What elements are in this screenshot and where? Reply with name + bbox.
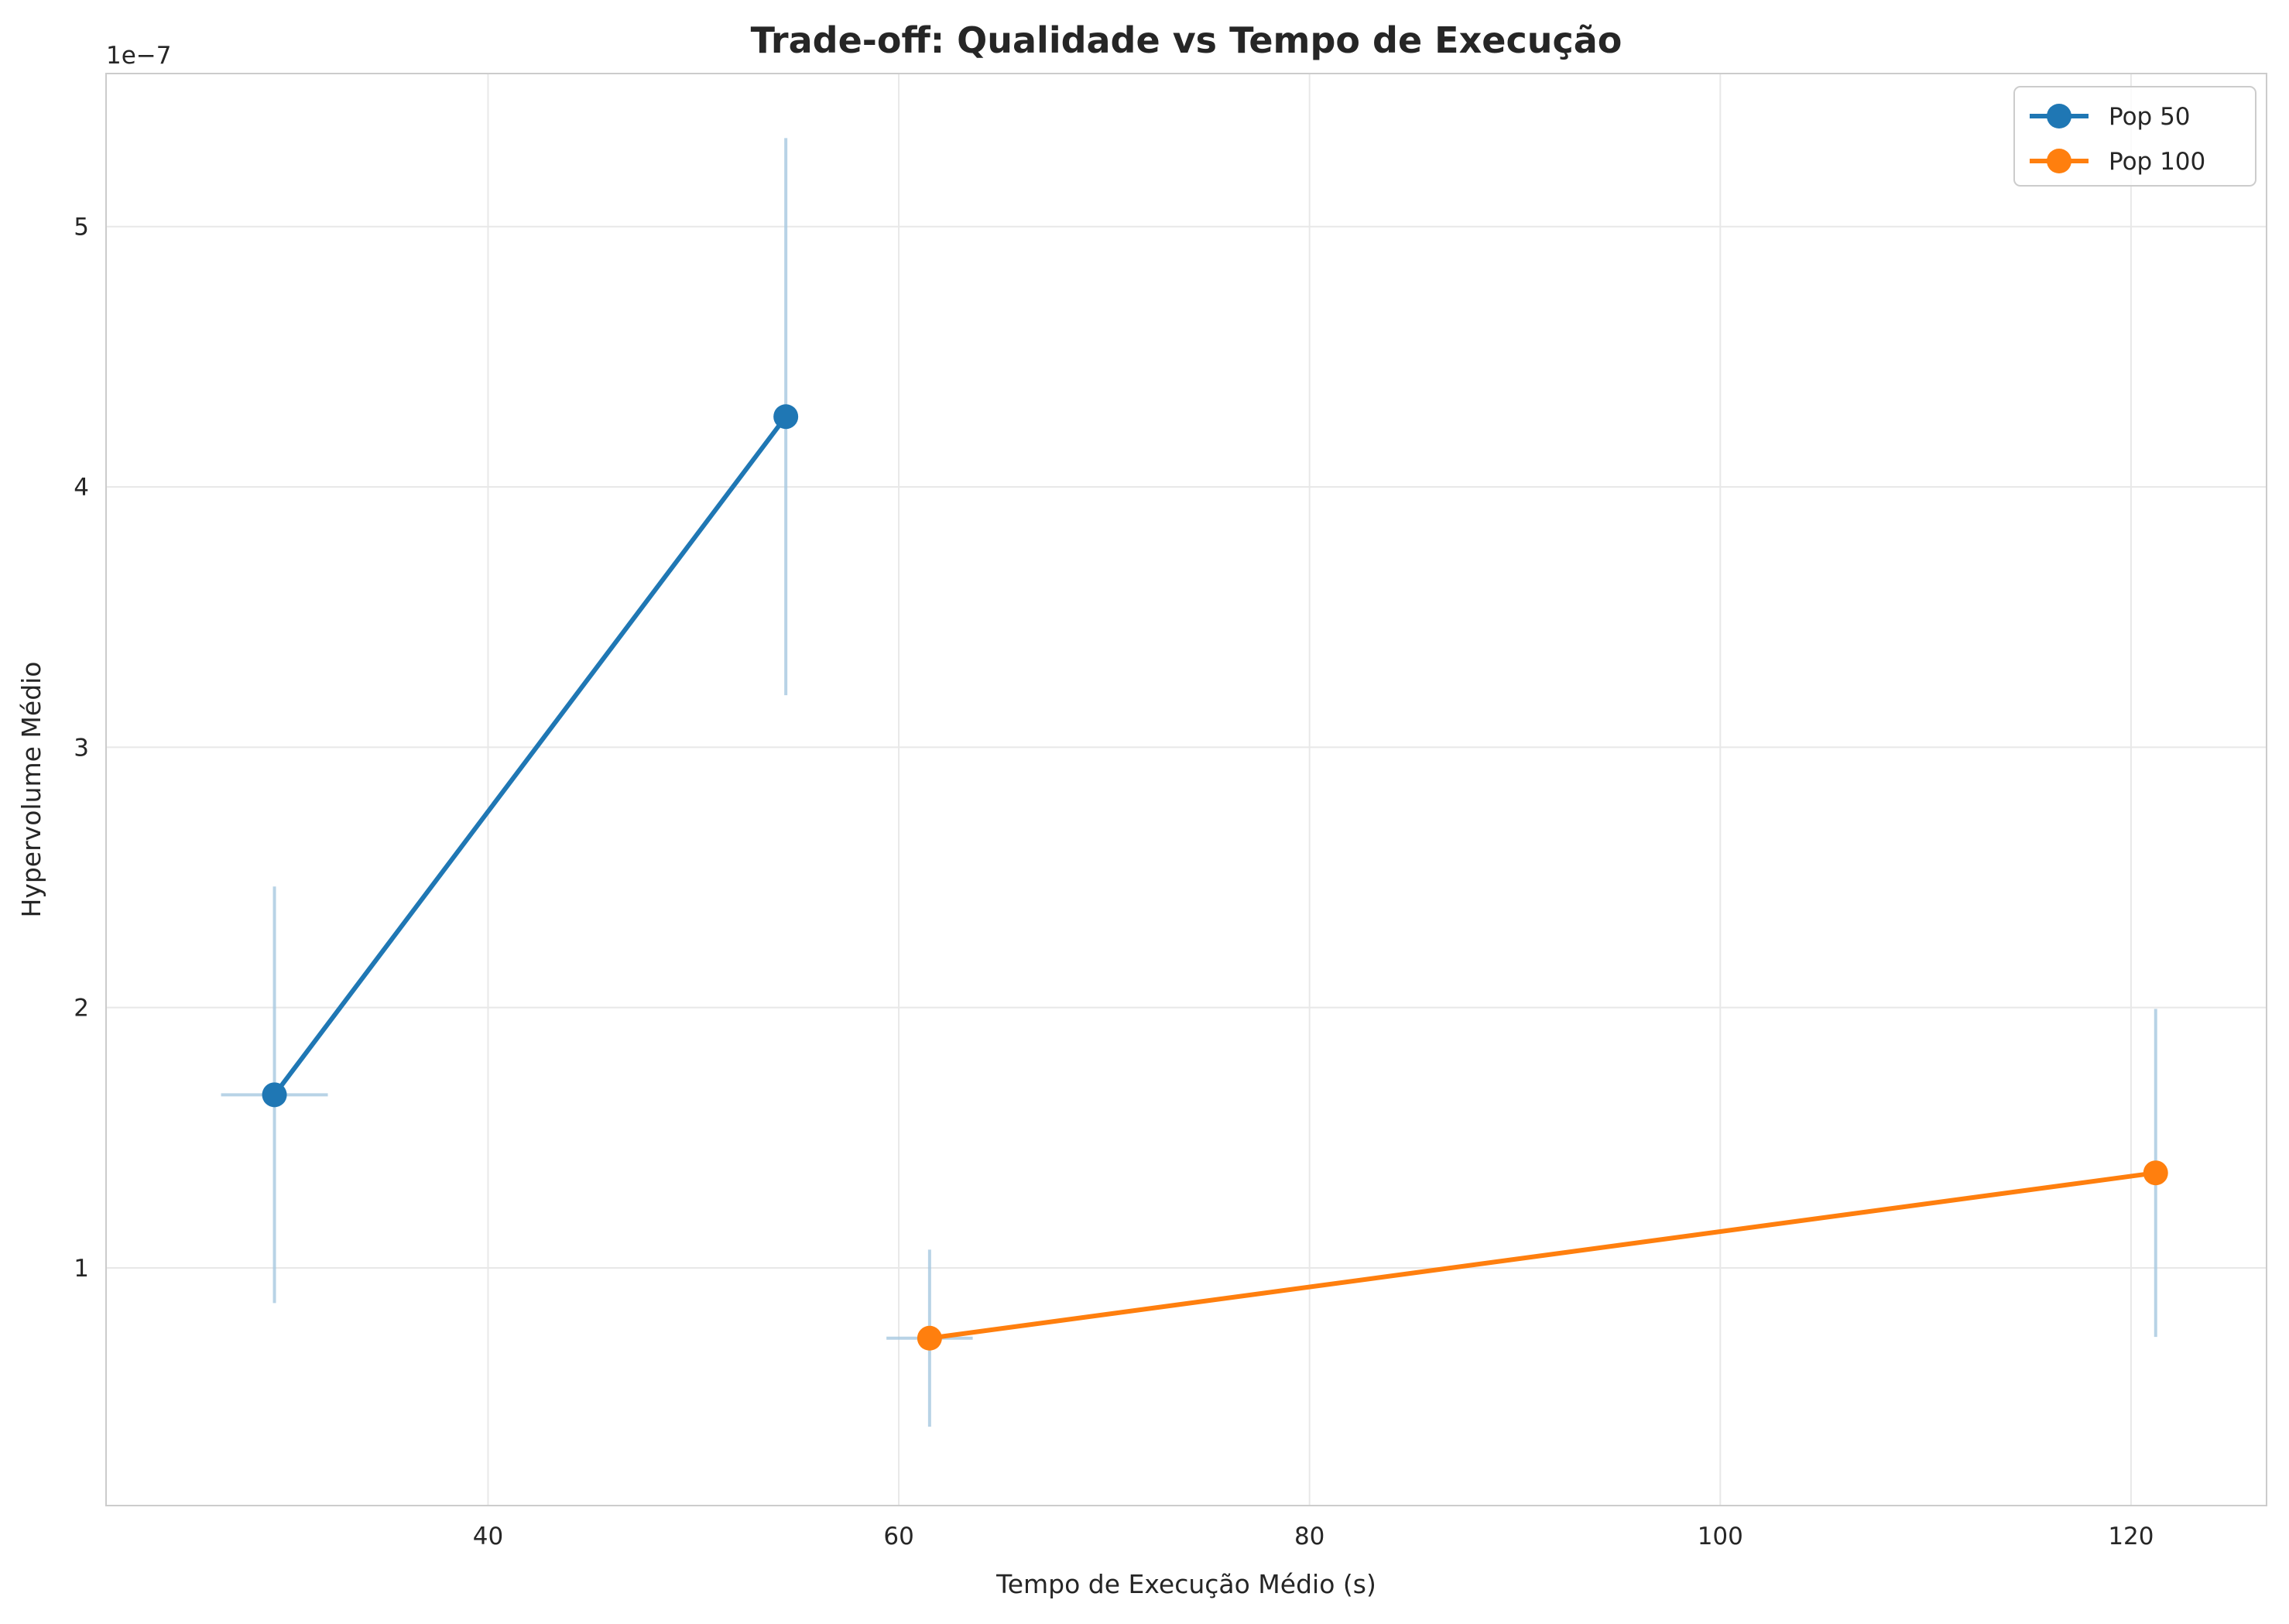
series-lines (272, 415, 2157, 1341)
grid (106, 74, 2267, 1506)
data-point (917, 1325, 942, 1351)
x-axis-label: Tempo de Execução Médio (s) (995, 1569, 1376, 1599)
x-tick-label: 80 (1294, 1523, 1324, 1550)
y-tick-label: 4 (74, 474, 89, 502)
y-axis-ticks: 1 2 3 4 5 (74, 214, 89, 1283)
legend-label: Pop 100 (2109, 148, 2205, 176)
y-tick-label: 5 (74, 214, 89, 242)
legend-marker (2047, 149, 2071, 173)
x-tick-label: 120 (2108, 1523, 2154, 1550)
y-tick-label: 3 (74, 734, 89, 762)
x-tick-label: 100 (1698, 1523, 1743, 1550)
y-tick-label: 1 (74, 1255, 89, 1283)
data-point (773, 404, 799, 430)
x-axis-ticks: 40 60 80 100 120 (473, 1523, 2154, 1550)
data-points (262, 404, 2168, 1351)
legend-marker (2047, 104, 2071, 128)
legend: Pop 50 Pop 100 (2013, 86, 2256, 187)
legend-label: Pop 50 (2109, 103, 2191, 131)
x-tick-label: 40 (473, 1523, 503, 1550)
y-axis-offset-label: 1e−7 (106, 42, 172, 70)
y-axis-label: Hypervolume Médio (16, 662, 46, 918)
x-tick-label: 60 (883, 1523, 913, 1550)
data-point (262, 1082, 287, 1108)
y-tick-label: 2 (74, 995, 89, 1023)
chart-title: Trade-off: Qualidade vs Tempo de Execuçã… (751, 19, 1623, 61)
series-line (272, 415, 788, 1097)
series-line (929, 1170, 2157, 1341)
data-point (2143, 1160, 2168, 1186)
plot-area (105, 73, 2267, 1506)
